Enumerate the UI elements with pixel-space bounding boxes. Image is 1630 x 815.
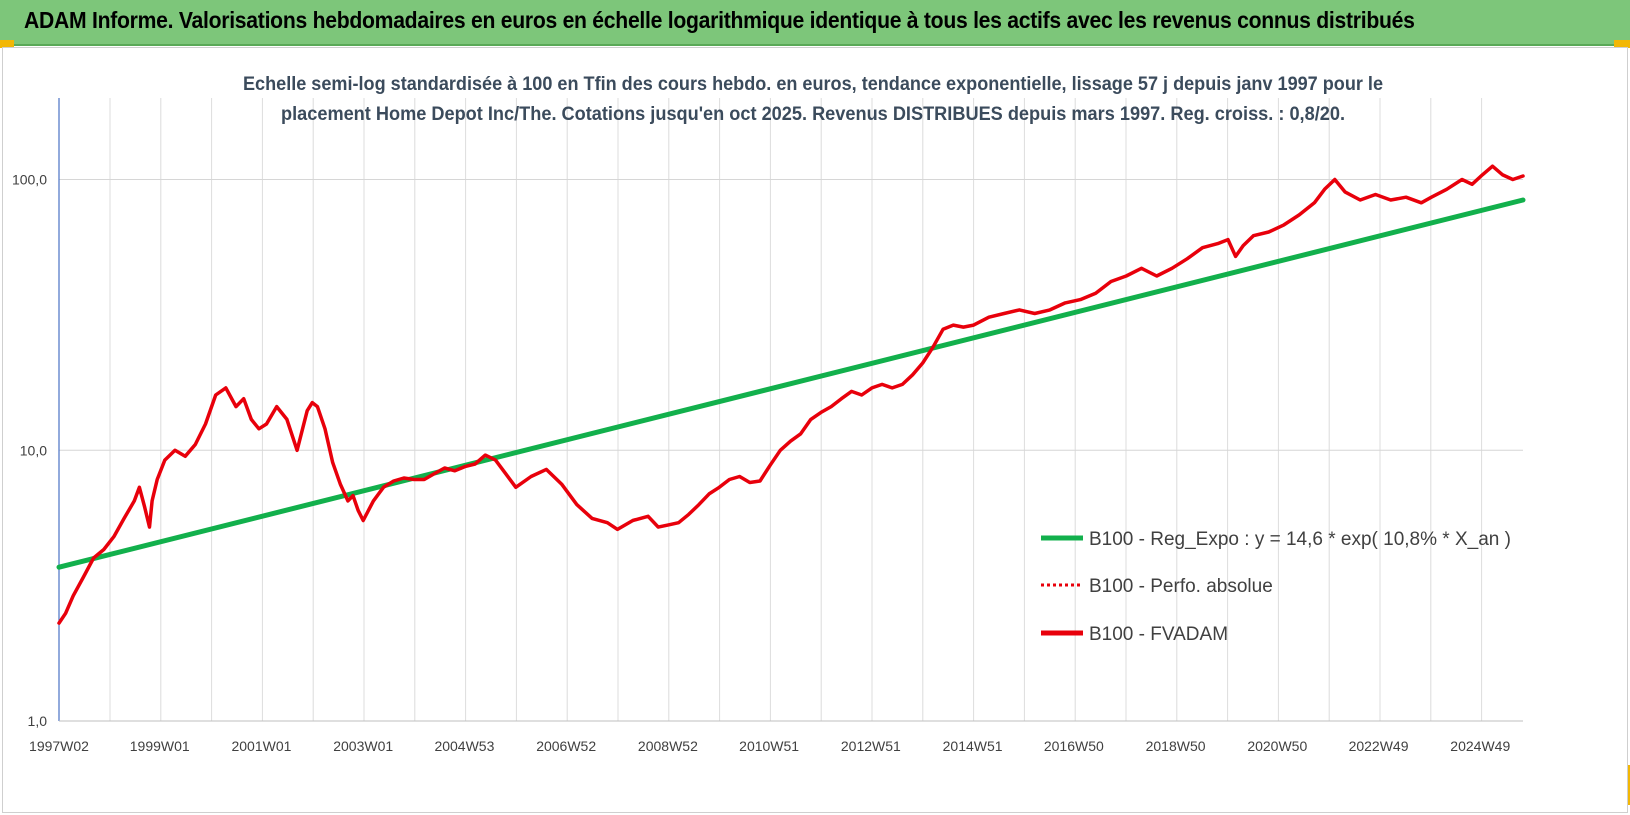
y-tick-label: 10,0 <box>20 442 47 458</box>
chart-frame: Echelle semi-log standardisée à 100 en T… <box>2 47 1628 813</box>
legend-label: B100 - Perfo. absolue <box>1089 576 1273 597</box>
corner-mark-right <box>1614 40 1630 48</box>
legend-label: B100 - FVADAM <box>1089 624 1228 645</box>
chart-title-line-2: placement Home Depot Inc/The. Cotations … <box>281 104 1345 125</box>
x-tick-label: 2004W53 <box>434 738 494 754</box>
x-tick-label: 2020W50 <box>1247 738 1307 754</box>
trend-line <box>56 197 1526 570</box>
grid <box>59 98 1523 722</box>
report-title: ADAM Informe. Valorisations hebdomadaire… <box>24 7 1415 33</box>
axes: 1,0 10,0 100,0 1997W02 1999W01 2001W01 2003W01… <box>12 98 1523 754</box>
y-tick-label: 100,0 <box>12 172 47 188</box>
report-banner: ADAM Informe. Valorisations hebdomadaire… <box>0 0 1630 46</box>
legend: B100 - Reg_Expo : y = 14,6 * exp( 10,8% … <box>1041 529 1511 645</box>
x-tick-label: 2016W50 <box>1044 738 1104 754</box>
corner-mark-left <box>0 40 14 48</box>
legend-label: B100 - Reg_Expo : y = 14,6 * exp( 10,8% … <box>1089 529 1511 550</box>
x-tick-label: 2003W01 <box>333 738 393 754</box>
chart-title-line-1: Echelle semi-log standardisée à 100 en T… <box>243 74 1383 95</box>
x-tick-label: 2012W51 <box>841 738 901 754</box>
x-tick-label: 1999W01 <box>130 738 190 754</box>
x-tick-label: 2014W51 <box>943 738 1003 754</box>
x-tick-label: 1997W02 <box>29 738 89 754</box>
x-tick-label: 2006W52 <box>536 738 596 754</box>
x-tick-label: 2024W49 <box>1450 738 1510 754</box>
y-tick-label: 1,0 <box>28 713 48 729</box>
chart: Echelle semi-log standardisée à 100 en T… <box>12 74 1526 754</box>
x-tick-label: 2001W01 <box>231 738 291 754</box>
x-tick-label: 2008W52 <box>638 738 698 754</box>
fvadam-line <box>57 164 1525 625</box>
chart-title: Echelle semi-log standardisée à 100 en T… <box>243 74 1383 125</box>
x-tick-label: 2018W50 <box>1146 738 1206 754</box>
series <box>56 164 1526 625</box>
x-tick-label: 2010W51 <box>739 738 799 754</box>
x-tick-label: 2022W49 <box>1349 738 1409 754</box>
